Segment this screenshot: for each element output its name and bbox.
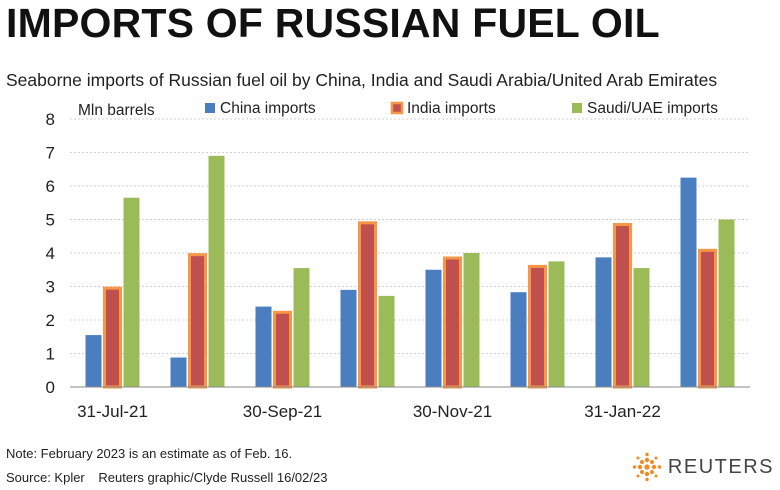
bar-saudi-uae-imports bbox=[463, 253, 480, 387]
x-tick-label: 31-Jan-22 bbox=[584, 402, 661, 421]
x-tick-label: 30-Sep-21 bbox=[243, 402, 322, 421]
bar-saudi-uae-imports bbox=[293, 268, 310, 387]
y-tick-label: 4 bbox=[46, 244, 55, 263]
footer-source: Source: Kpler Reuters graphic/Clyde Russ… bbox=[6, 470, 327, 485]
bar-china-imports bbox=[255, 306, 272, 387]
bar-china-imports bbox=[510, 292, 527, 387]
legend-label: Saudi/UAE imports bbox=[587, 100, 718, 117]
reuters-dots-icon bbox=[632, 452, 662, 482]
y-tick-label: 2 bbox=[46, 311, 55, 330]
reuters-logo: REUTERS bbox=[632, 452, 774, 482]
bar-india-imports bbox=[528, 264, 547, 389]
y-tick-label: 1 bbox=[46, 345, 55, 364]
y-axis-label: Mln barrels bbox=[78, 102, 155, 119]
bar-india-imports bbox=[273, 310, 292, 389]
bar-saudi-uae-imports bbox=[718, 219, 735, 387]
y-tick-label: 7 bbox=[46, 144, 55, 163]
bar-saudi-uae-imports bbox=[123, 197, 140, 387]
bar-india-imports bbox=[358, 221, 377, 389]
bar-saudi-uae-imports bbox=[378, 295, 395, 387]
bar-china-imports bbox=[680, 177, 697, 387]
y-tick-label: 6 bbox=[46, 177, 55, 196]
bar-india-imports bbox=[443, 256, 462, 389]
source-text: Source: Kpler bbox=[6, 470, 85, 485]
y-tick-label: 0 bbox=[46, 378, 55, 397]
x-tick-label: 31-Jul-21 bbox=[77, 402, 148, 421]
chart-subtitle: Seaborne imports of Russian fuel oil by … bbox=[6, 70, 718, 90]
legend-swatch-india-imports bbox=[390, 101, 404, 115]
bar-saudi-uae-imports bbox=[548, 261, 565, 387]
credit-text: Reuters graphic/Clyde Russell 16/02/23 bbox=[98, 470, 328, 485]
bar-india-imports bbox=[698, 248, 717, 389]
bar-chart: 0 1 2 3 4 5 6 7 8 Mln barrels 31-Jul-21 30-Sep-21 30… bbox=[46, 100, 750, 421]
bar-saudi-uae-imports bbox=[208, 155, 225, 387]
chart-title: IMPORTS OF RUSSIAN FUEL OIL bbox=[6, 0, 660, 46]
bar-china-imports bbox=[340, 289, 357, 387]
legend-swatch-china-imports bbox=[205, 103, 215, 113]
bar-india-imports bbox=[613, 223, 632, 389]
bar-china-imports bbox=[595, 257, 612, 387]
x-tick-label: 30-Nov-21 bbox=[413, 402, 492, 421]
bar-saudi-uae-imports bbox=[633, 268, 650, 387]
bar-china-imports bbox=[85, 335, 102, 387]
bar-india-imports bbox=[188, 253, 207, 389]
brand-name: REUTERS bbox=[667, 455, 774, 478]
y-tick-label: 3 bbox=[46, 278, 55, 297]
bar-india-imports bbox=[103, 286, 122, 389]
legend-label: China imports bbox=[220, 100, 316, 117]
y-tick-label: 8 bbox=[46, 110, 55, 129]
bar-china-imports bbox=[170, 357, 187, 387]
y-tick-label: 5 bbox=[46, 211, 55, 230]
legend-label: India imports bbox=[407, 100, 496, 117]
bar-china-imports bbox=[425, 269, 442, 387]
legend-swatch-saudi-uae-imports bbox=[572, 103, 582, 113]
footer-note: Note: February 2023 is an estimate as of… bbox=[6, 446, 293, 461]
